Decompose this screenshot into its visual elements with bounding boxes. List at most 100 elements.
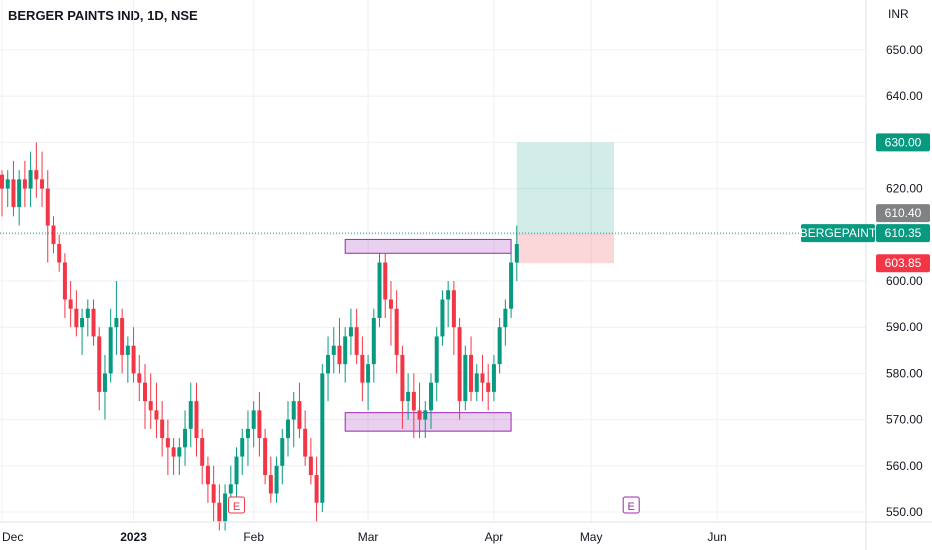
candle-body (245, 428, 250, 439)
candle-body (343, 336, 348, 365)
price-labels: 630.00 610.40 610.35 603.85 BERGEPAINT (800, 133, 930, 273)
candle-body (11, 179, 16, 208)
candle-body (17, 179, 22, 208)
y-tick-label: 570.00 (886, 413, 923, 427)
candle-body (28, 170, 33, 189)
candle-body (411, 391, 416, 411)
candle-body (5, 179, 10, 189)
candle-body (297, 401, 302, 429)
y-tick-label: 620.00 (886, 182, 923, 196)
high-price-label: 610.40 (876, 204, 930, 223)
candle-body (417, 410, 422, 420)
candle-body (463, 354, 468, 402)
candle-body (211, 484, 216, 503)
candle-body (131, 345, 136, 374)
candles (0, 142, 519, 531)
candle-body (137, 373, 142, 383)
candle-body (469, 354, 474, 392)
current-price-label-text: 610.35 (885, 226, 922, 240)
y-tick-label: 590.00 (886, 320, 923, 334)
candle-body (217, 502, 222, 522)
candle-body (85, 308, 90, 318)
candle-body (377, 262, 382, 318)
candle-body (80, 317, 85, 328)
candle-body (171, 447, 176, 457)
candle-body (263, 438, 268, 476)
candle-body (486, 382, 491, 392)
chart-title: BERGER PAINTS IND, 1D, NSE (8, 8, 198, 23)
candle-body (200, 438, 205, 466)
candle-body (514, 244, 519, 263)
candle-body (446, 290, 451, 300)
candle-body (240, 438, 245, 457)
candle-body (280, 438, 285, 466)
candle-body (274, 465, 279, 494)
currency-label: INR (888, 7, 909, 21)
x-tick-label: Dec (2, 530, 23, 544)
x-tick-label: Apr (485, 530, 504, 544)
candle-body (303, 428, 308, 457)
candle-body (326, 354, 331, 374)
target-price-label-text: 630.00 (885, 135, 922, 149)
time-axis[interactable]: Dec 2023 Feb Mar Apr May Jun (0, 521, 932, 544)
candle-body (320, 373, 325, 503)
candle-body (143, 382, 147, 402)
earnings-marker (228, 496, 246, 514)
candle-body (205, 465, 210, 485)
candle-body (400, 354, 405, 402)
candle-body (40, 179, 45, 189)
candle-body (406, 391, 411, 402)
y-tick-label: 640.00 (886, 89, 923, 103)
x-tick-label: Feb (243, 530, 264, 544)
candle-body (74, 308, 79, 328)
target-price-label-bg (876, 133, 930, 152)
earnings-marker-label: E (628, 501, 635, 513)
candle-body (165, 438, 170, 448)
candle-body (57, 244, 62, 263)
zones (344, 238, 512, 432)
candle-body (45, 188, 50, 226)
candle-body (394, 308, 399, 355)
x-tick-label: 2023 (120, 530, 147, 544)
stop-price-label-text: 603.85 (885, 256, 922, 270)
y-tick-label: 550.00 (886, 505, 923, 519)
candle-body (286, 419, 290, 439)
candle-body (497, 327, 502, 365)
high-price-label-text: 610.40 (885, 206, 922, 220)
candle-body (348, 327, 353, 337)
candle-body (22, 179, 27, 189)
candle-body (160, 419, 165, 439)
resistance-zone (344, 238, 512, 254)
candle-body (480, 373, 485, 383)
candle-body (354, 327, 359, 355)
candle-body (194, 401, 199, 439)
candle-body (257, 410, 262, 439)
candle-body (183, 428, 188, 448)
earnings-marker-label: E (233, 501, 240, 513)
stop-price-label: 603.85 (876, 254, 930, 273)
candle-body (429, 382, 433, 411)
candle-body (251, 410, 256, 429)
candle-body (491, 364, 496, 392)
target-area (516, 142, 615, 234)
stop-area (516, 233, 615, 264)
candle-body (91, 308, 96, 337)
price-axis[interactable]: INR 550.00 560.00 570.00 580.00 590.00 600.00 6… (865, 0, 923, 550)
candle-body (234, 456, 239, 485)
position-tool[interactable] (0, 142, 866, 264)
x-tick-label: Mar (358, 530, 379, 544)
candle-body (62, 262, 67, 300)
candle-body (34, 170, 39, 180)
candle-body (308, 456, 313, 476)
y-tick-label: 560.00 (886, 459, 923, 473)
y-tick-label: 580.00 (886, 366, 923, 380)
candle-body (68, 299, 73, 309)
candle-body (97, 336, 102, 392)
symbol-label-bg (801, 224, 875, 243)
candle-body (360, 354, 365, 383)
candle-body (102, 373, 107, 392)
candle-body (114, 317, 119, 328)
candle-body (177, 447, 182, 457)
